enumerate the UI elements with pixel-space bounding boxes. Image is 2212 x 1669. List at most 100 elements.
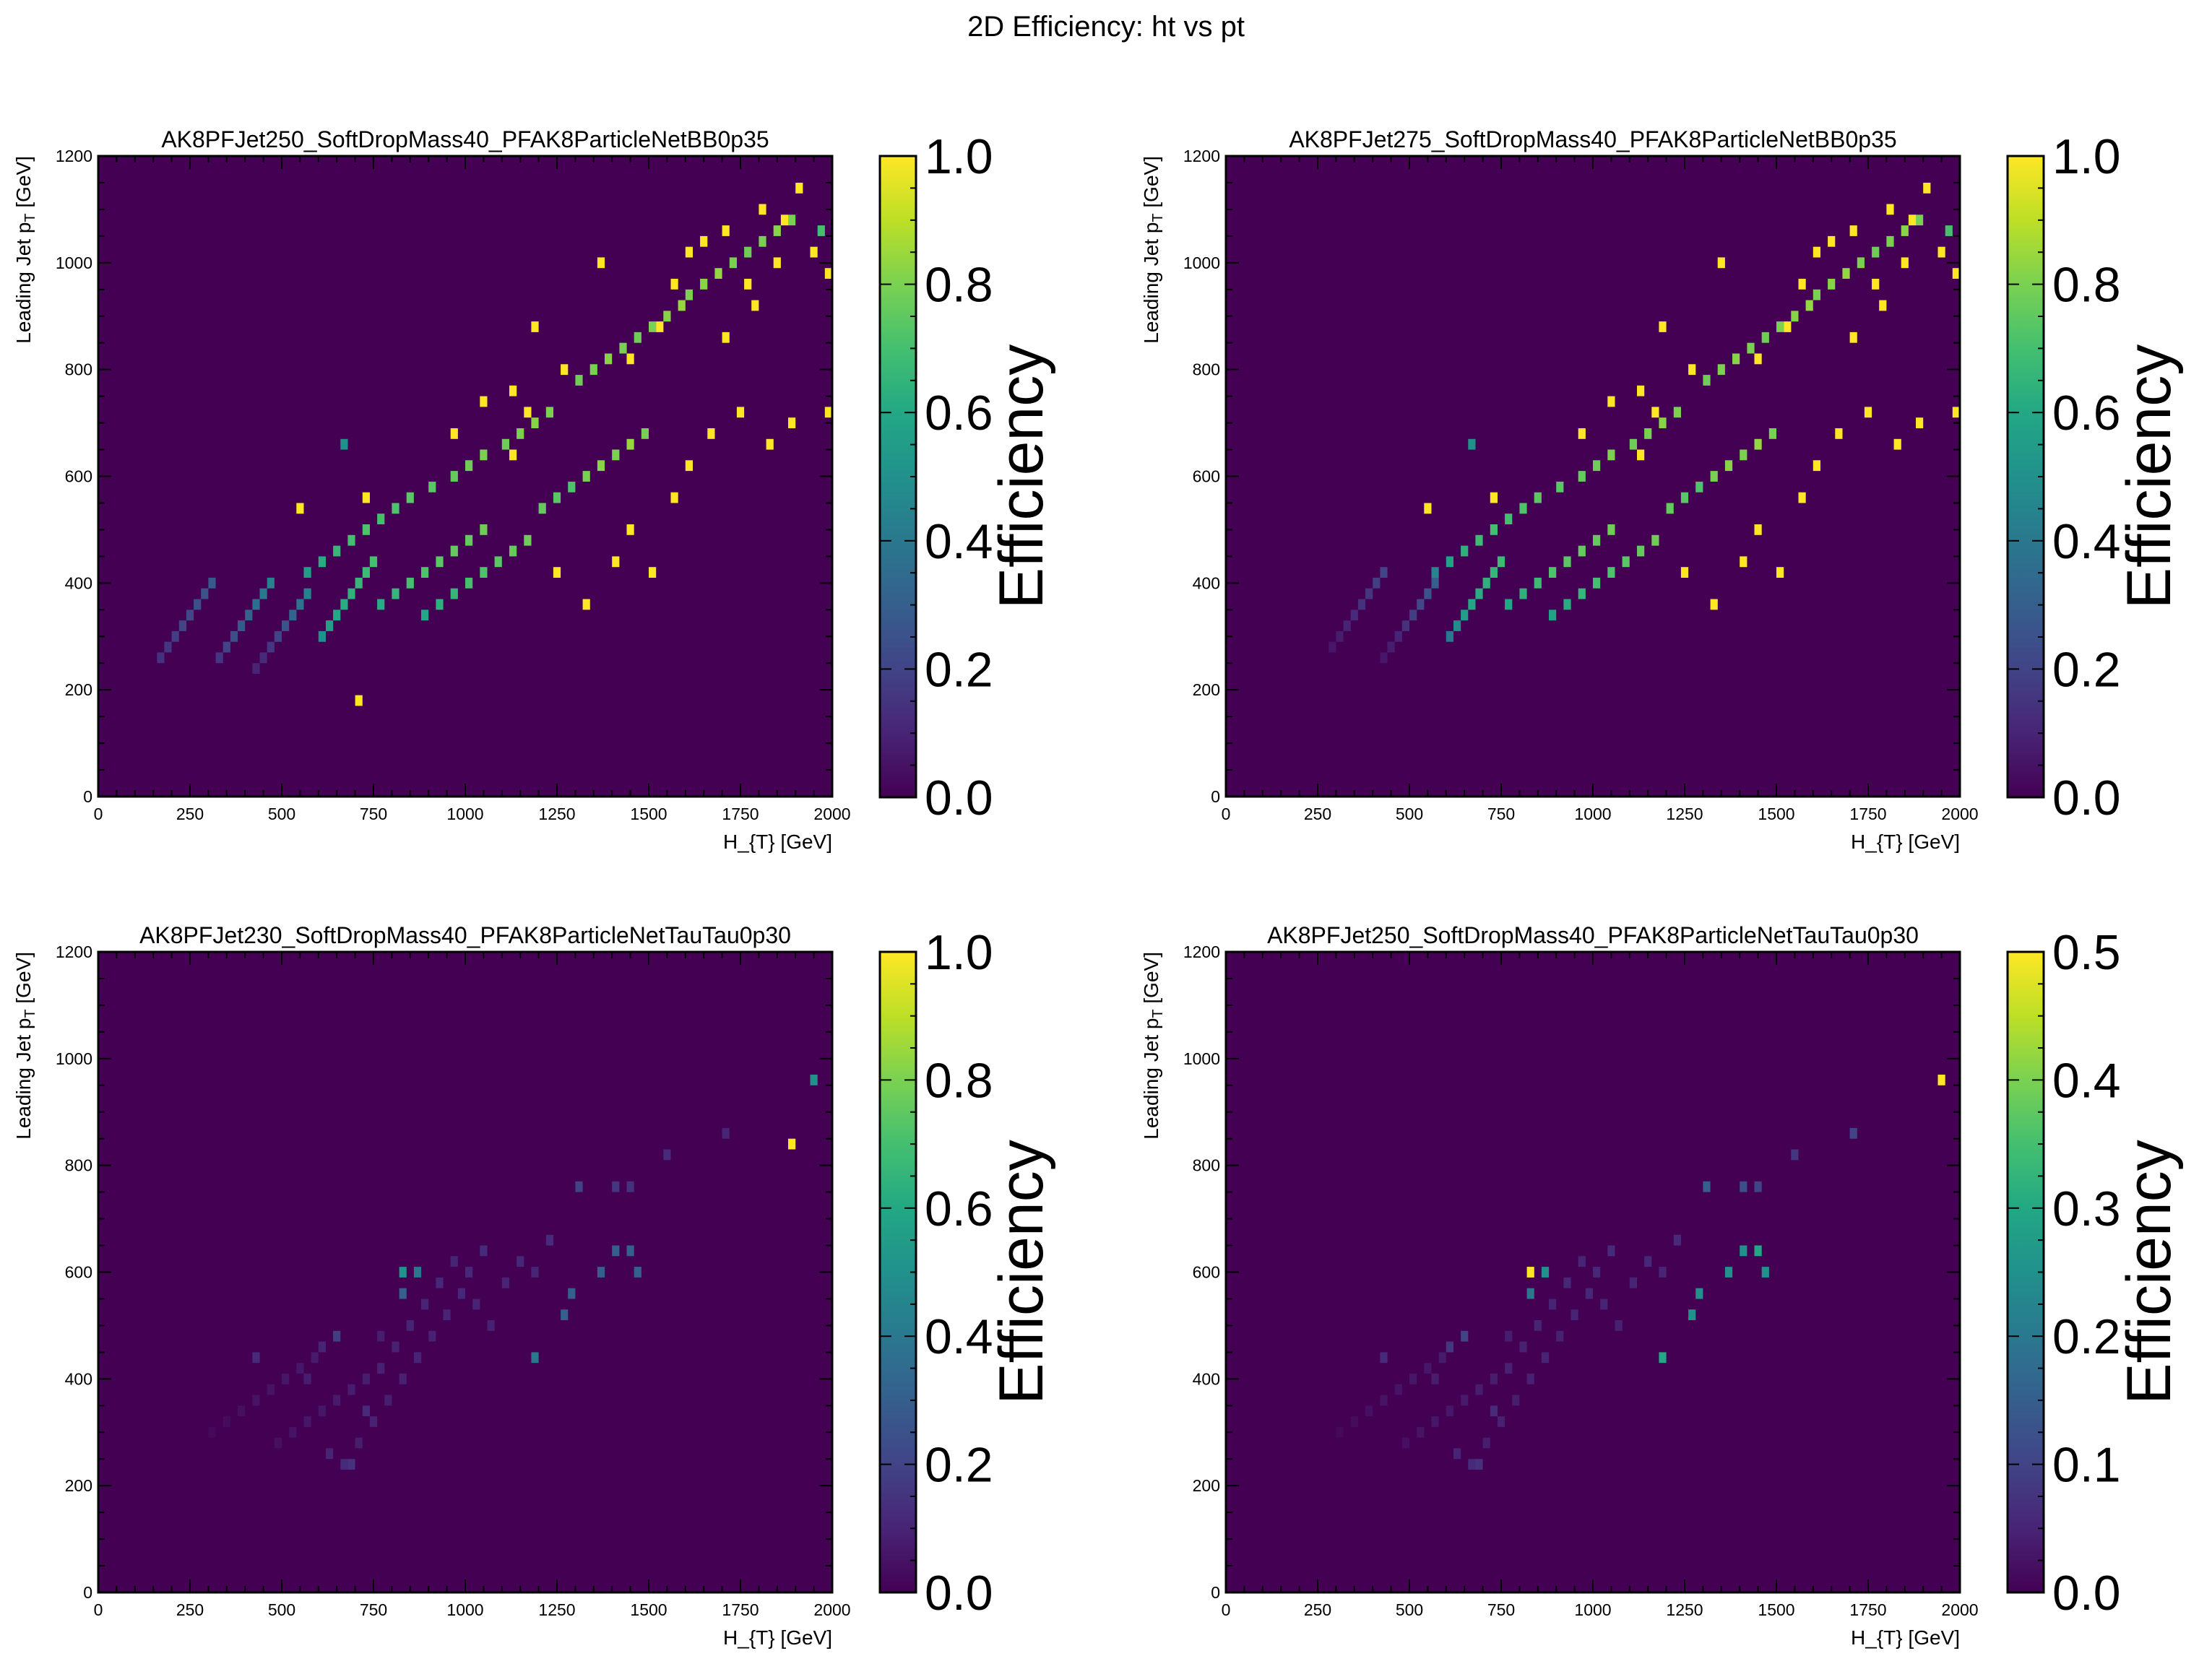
heatmap-cell: [575, 375, 583, 386]
heatmap-cell: [597, 460, 605, 472]
heatmap-cell: [626, 438, 634, 450]
heatmap-cell: [1607, 567, 1615, 578]
panel-title: AK8PFJet230_SoftDropMass40_PFAK8Particle…: [139, 922, 791, 948]
heatmap-cell: [1497, 1416, 1505, 1427]
heatmap-cell: [1497, 556, 1505, 568]
heatmap-cell: [744, 246, 752, 258]
x-tick-label: 2000: [1941, 805, 1978, 823]
x-axis-label: H_{T} [GeV]: [1851, 831, 1960, 853]
heatmap-cell: [465, 460, 473, 472]
heatmap-cells: [157, 183, 832, 706]
heatmap-cell: [362, 567, 370, 578]
heatmap-cell: [509, 449, 517, 461]
y-tick-label: 800: [1193, 360, 1220, 379]
heatmap-cell: [1409, 1373, 1417, 1384]
colorbar-tick-label: 0.4: [2052, 1053, 2121, 1108]
heatmap-cell: [1622, 556, 1630, 568]
heatmap-cell: [707, 428, 715, 439]
heatmap-cell: [612, 556, 620, 568]
heatmap-cell: [1336, 630, 1344, 642]
heatmap-cell: [589, 364, 597, 376]
heatmap-cell: [1732, 353, 1740, 365]
heatmap-cell: [1505, 513, 1513, 524]
heatmap-cell: [274, 1437, 282, 1449]
heatmap-cell: [1593, 460, 1601, 472]
heatmap-cell: [1886, 204, 1894, 215]
heatmap-cell: [1461, 610, 1469, 621]
y-tick-label: 400: [65, 573, 92, 592]
y-axis-label: Leading Jet pT [GeV]: [12, 156, 38, 344]
heatmap-cell: [413, 1352, 422, 1364]
heatmap-cell: [1659, 1267, 1667, 1278]
heatmap-cell: [568, 1288, 576, 1299]
heatmap-cell: [1446, 556, 1453, 568]
colorbar-tick-label: 0.4: [925, 514, 993, 569]
heatmap-cell: [670, 492, 678, 503]
heatmap-cell: [480, 1245, 488, 1257]
heatmap-cell: [1710, 471, 1718, 482]
heatmap-cell: [259, 652, 267, 664]
y-axis-label: Leading Jet pT [GeV]: [1140, 952, 1166, 1140]
heatmap-cell: [1387, 641, 1395, 653]
plot-area: [1226, 156, 1960, 797]
heatmap-cell: [1380, 567, 1388, 578]
heatmap-cell: [326, 1448, 334, 1460]
heatmap-cell: [267, 641, 275, 653]
heatmap-cell: [494, 556, 502, 568]
heatmap-cell: [1651, 534, 1659, 546]
heatmap-cell: [1357, 599, 1366, 610]
heatmap-cell: [1805, 300, 1813, 311]
heatmap-cell: [1431, 577, 1439, 589]
heatmap-cell: [1886, 235, 1894, 247]
heatmap-cell: [1607, 1245, 1615, 1257]
heatmap-cell: [340, 438, 348, 450]
y-tick-label: 400: [1193, 573, 1220, 592]
heatmap-cell: [1505, 1330, 1513, 1342]
y-tick-label: 1000: [1183, 1049, 1220, 1068]
heatmap-cell: [399, 1373, 407, 1384]
heatmap-cell: [538, 503, 546, 514]
heatmap-cell: [1431, 567, 1439, 578]
heatmap-cell: [1717, 257, 1725, 269]
heatmap-cell: [318, 1341, 326, 1353]
y-tick-label: 1000: [56, 253, 92, 272]
heatmap-cell: [619, 342, 627, 354]
heatmap-cell: [1813, 246, 1820, 258]
heatmap-cell: [810, 1075, 818, 1085]
heatmap-cell: [1717, 364, 1725, 376]
heatmap-cell: [1644, 428, 1652, 439]
heatmap-cell: [663, 1149, 671, 1161]
heatmap-panel-2: 0 250 500 750 1000 1250 1500 1750 2000 0 200 400 600…: [1140, 126, 2184, 853]
heatmap-cell: [1490, 1405, 1498, 1417]
heatmap-cell: [795, 183, 803, 194]
heatmap-cell: [1549, 567, 1557, 578]
x-tick-label: 1750: [722, 1600, 759, 1619]
y-tick-label: 200: [1193, 680, 1220, 699]
heatmap-cell: [178, 620, 186, 631]
heatmap-cell: [568, 481, 576, 493]
heatmap-cell: [443, 1309, 451, 1320]
heatmap-cell: [788, 1138, 796, 1150]
heatmap-cell: [428, 481, 436, 493]
axis-ticks: [98, 155, 833, 797]
heatmap-cell: [333, 545, 341, 557]
heatmap-cell: [597, 257, 605, 269]
heatmap-cell: [296, 1363, 304, 1374]
heatmap-cell: [626, 1245, 634, 1257]
heatmap-cell: [1571, 1309, 1578, 1320]
colorbar-tick-label: 0.0: [2052, 771, 2121, 825]
heatmap-cell: [1468, 438, 1476, 450]
heatmap-cell: [700, 235, 708, 247]
heatmap-cell: [377, 599, 385, 610]
heatmap-cell: [1688, 1309, 1696, 1320]
heatmap-cell: [311, 1352, 319, 1364]
heatmap-cell: [428, 1330, 436, 1342]
y-tick-label: 200: [65, 680, 92, 699]
heatmap-cell: [685, 289, 693, 300]
heatmap-cell: [252, 663, 260, 674]
heatmap-cell: [303, 588, 311, 599]
y-tick-label: 400: [1193, 1369, 1220, 1388]
heatmap-cell: [553, 492, 561, 503]
heatmap-cell: [1754, 353, 1762, 365]
heatmap-cell: [545, 407, 553, 418]
